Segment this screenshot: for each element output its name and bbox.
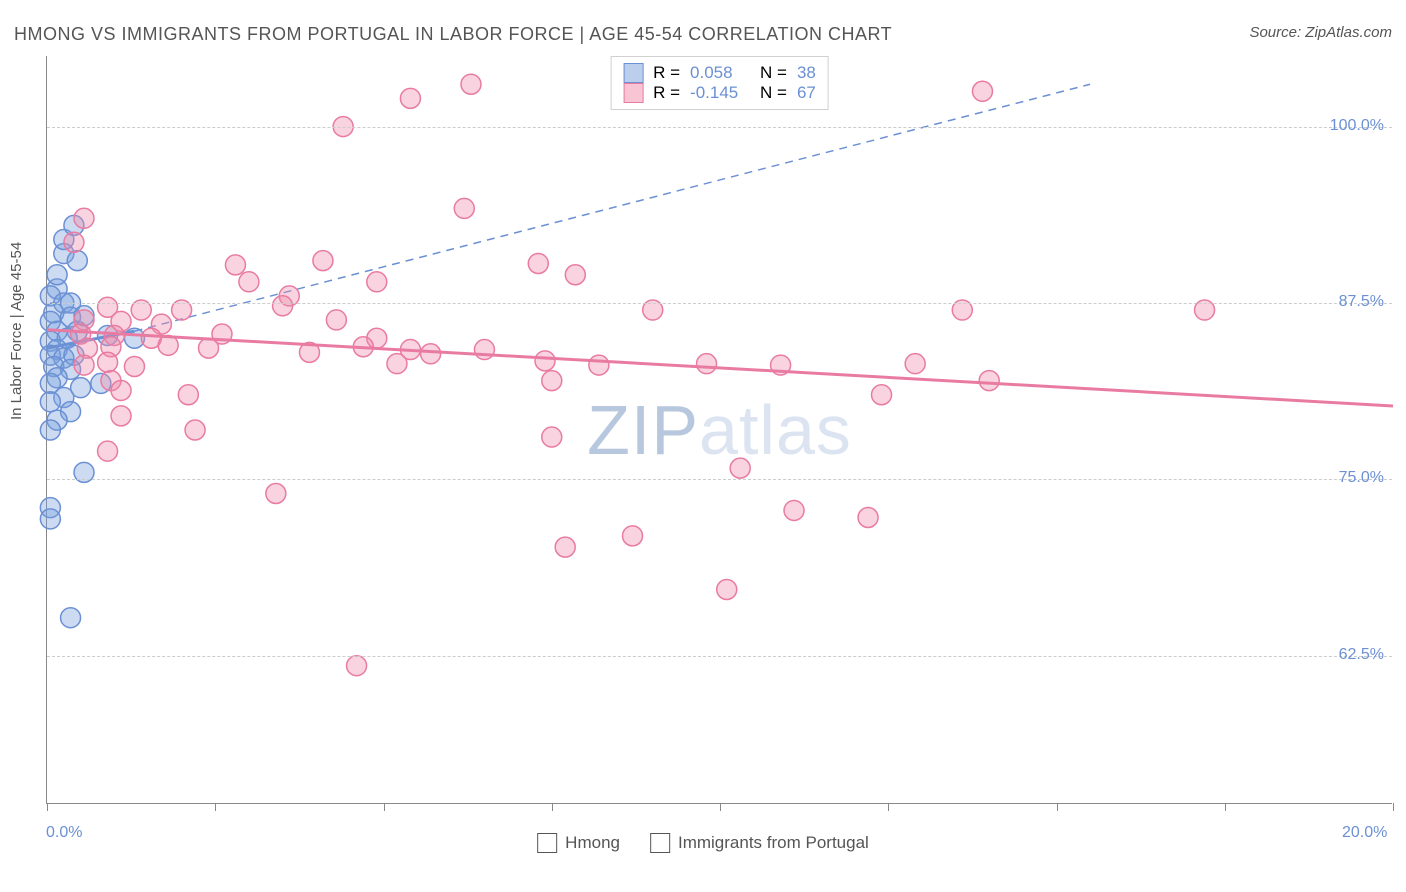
x-tick-mark xyxy=(720,803,721,811)
correlation-legend: R = 0.058 N = 38 R = -0.145 N = 67 xyxy=(610,56,829,110)
scatter-point xyxy=(784,500,804,520)
scatter-point xyxy=(67,251,87,271)
scatter-point xyxy=(589,355,609,375)
scatter-point xyxy=(717,579,737,599)
scatter-point xyxy=(61,608,81,628)
gridline xyxy=(47,656,1392,657)
n-label: N = xyxy=(760,63,787,83)
gridline xyxy=(47,303,1392,304)
scatter-point xyxy=(623,526,643,546)
scatter-point xyxy=(555,537,575,557)
scatter-point xyxy=(64,232,84,252)
x-tick-mark xyxy=(384,803,385,811)
scatter-point xyxy=(565,265,585,285)
r-label: R = xyxy=(653,63,680,83)
x-tick-mark xyxy=(552,803,553,811)
chart-plot-area: ZIPatlas R = 0.058 N = 38 R = -0.145 N =… xyxy=(46,56,1392,804)
scatter-point xyxy=(239,272,259,292)
scatter-point xyxy=(40,509,60,529)
scatter-point xyxy=(199,338,219,358)
scatter-point xyxy=(474,340,494,360)
scatter-point xyxy=(225,255,245,275)
scatter-point xyxy=(313,251,333,271)
y-axis-label: In Labor Force | Age 45-54 xyxy=(8,242,25,420)
scatter-point xyxy=(905,354,925,374)
scatter-point xyxy=(40,392,60,412)
scatter-point xyxy=(74,355,94,375)
legend-label: Immigrants from Portugal xyxy=(678,833,869,852)
x-tick-label: 0.0% xyxy=(46,824,82,842)
y-tick-label: 62.5% xyxy=(1339,646,1384,664)
y-tick-label: 100.0% xyxy=(1330,117,1384,135)
trend-extrapolate xyxy=(134,84,1090,331)
x-tick-mark xyxy=(1393,803,1394,811)
scatter-point xyxy=(185,420,205,440)
scatter-point xyxy=(461,74,481,94)
scatter-point xyxy=(326,310,346,330)
scatter-point xyxy=(178,385,198,405)
source-attribution: Source: ZipAtlas.com xyxy=(1249,24,1392,41)
x-tick-mark xyxy=(47,803,48,811)
scatter-point xyxy=(972,81,992,101)
scatter-point xyxy=(400,88,420,108)
r-label: R = xyxy=(653,83,680,103)
chart-title: HMONG VS IMMIGRANTS FROM PORTUGAL IN LAB… xyxy=(14,24,892,45)
scatter-point xyxy=(979,371,999,391)
scatter-point xyxy=(535,351,555,371)
scatter-point xyxy=(542,427,562,447)
scatter-point xyxy=(367,272,387,292)
scatter-point xyxy=(347,656,367,676)
scatter-point xyxy=(98,441,118,461)
legend-row: R = -0.145 N = 67 xyxy=(623,83,816,103)
n-value: 38 xyxy=(797,63,816,83)
gridline xyxy=(47,479,1392,480)
y-tick-label: 75.0% xyxy=(1339,469,1384,487)
scatter-point xyxy=(697,354,717,374)
scatter-point xyxy=(730,458,750,478)
x-tick-mark xyxy=(1225,803,1226,811)
legend-swatch xyxy=(650,833,670,853)
legend-swatch xyxy=(623,83,643,103)
n-label: N = xyxy=(760,83,787,103)
legend-item: Hmong xyxy=(537,833,620,854)
scatter-point xyxy=(124,356,144,376)
r-value: 0.058 xyxy=(690,63,750,83)
scatter-point xyxy=(858,508,878,528)
legend-item: Immigrants from Portugal xyxy=(650,833,869,854)
scatter-point xyxy=(528,253,548,273)
scatter-point xyxy=(421,344,441,364)
scatter-point xyxy=(98,352,118,372)
scatter-point xyxy=(872,385,892,405)
r-value: -0.145 xyxy=(690,83,750,103)
scatter-point xyxy=(454,198,474,218)
legend-swatch xyxy=(537,833,557,853)
scatter-point xyxy=(387,354,407,374)
x-tick-mark xyxy=(1057,803,1058,811)
x-tick-mark xyxy=(215,803,216,811)
scatter-point xyxy=(542,371,562,391)
x-tick-mark xyxy=(888,803,889,811)
scatter-point xyxy=(111,380,131,400)
y-tick-label: 87.5% xyxy=(1339,293,1384,311)
scatter-point xyxy=(47,265,67,285)
legend-label: Hmong xyxy=(565,833,620,852)
scatter-point xyxy=(40,420,60,440)
scatter-point xyxy=(74,208,94,228)
scatter-svg xyxy=(47,56,1392,803)
n-value: 67 xyxy=(797,83,816,103)
scatter-point xyxy=(266,484,286,504)
gridline xyxy=(47,127,1392,128)
scatter-point xyxy=(111,406,131,426)
trend-line xyxy=(47,330,1393,406)
x-tick-label: 20.0% xyxy=(1342,824,1387,842)
scatter-point xyxy=(273,296,293,316)
series-legend: Hmong Immigrants from Portugal xyxy=(537,822,869,864)
legend-row: R = 0.058 N = 38 xyxy=(623,63,816,83)
legend-swatch xyxy=(623,63,643,83)
